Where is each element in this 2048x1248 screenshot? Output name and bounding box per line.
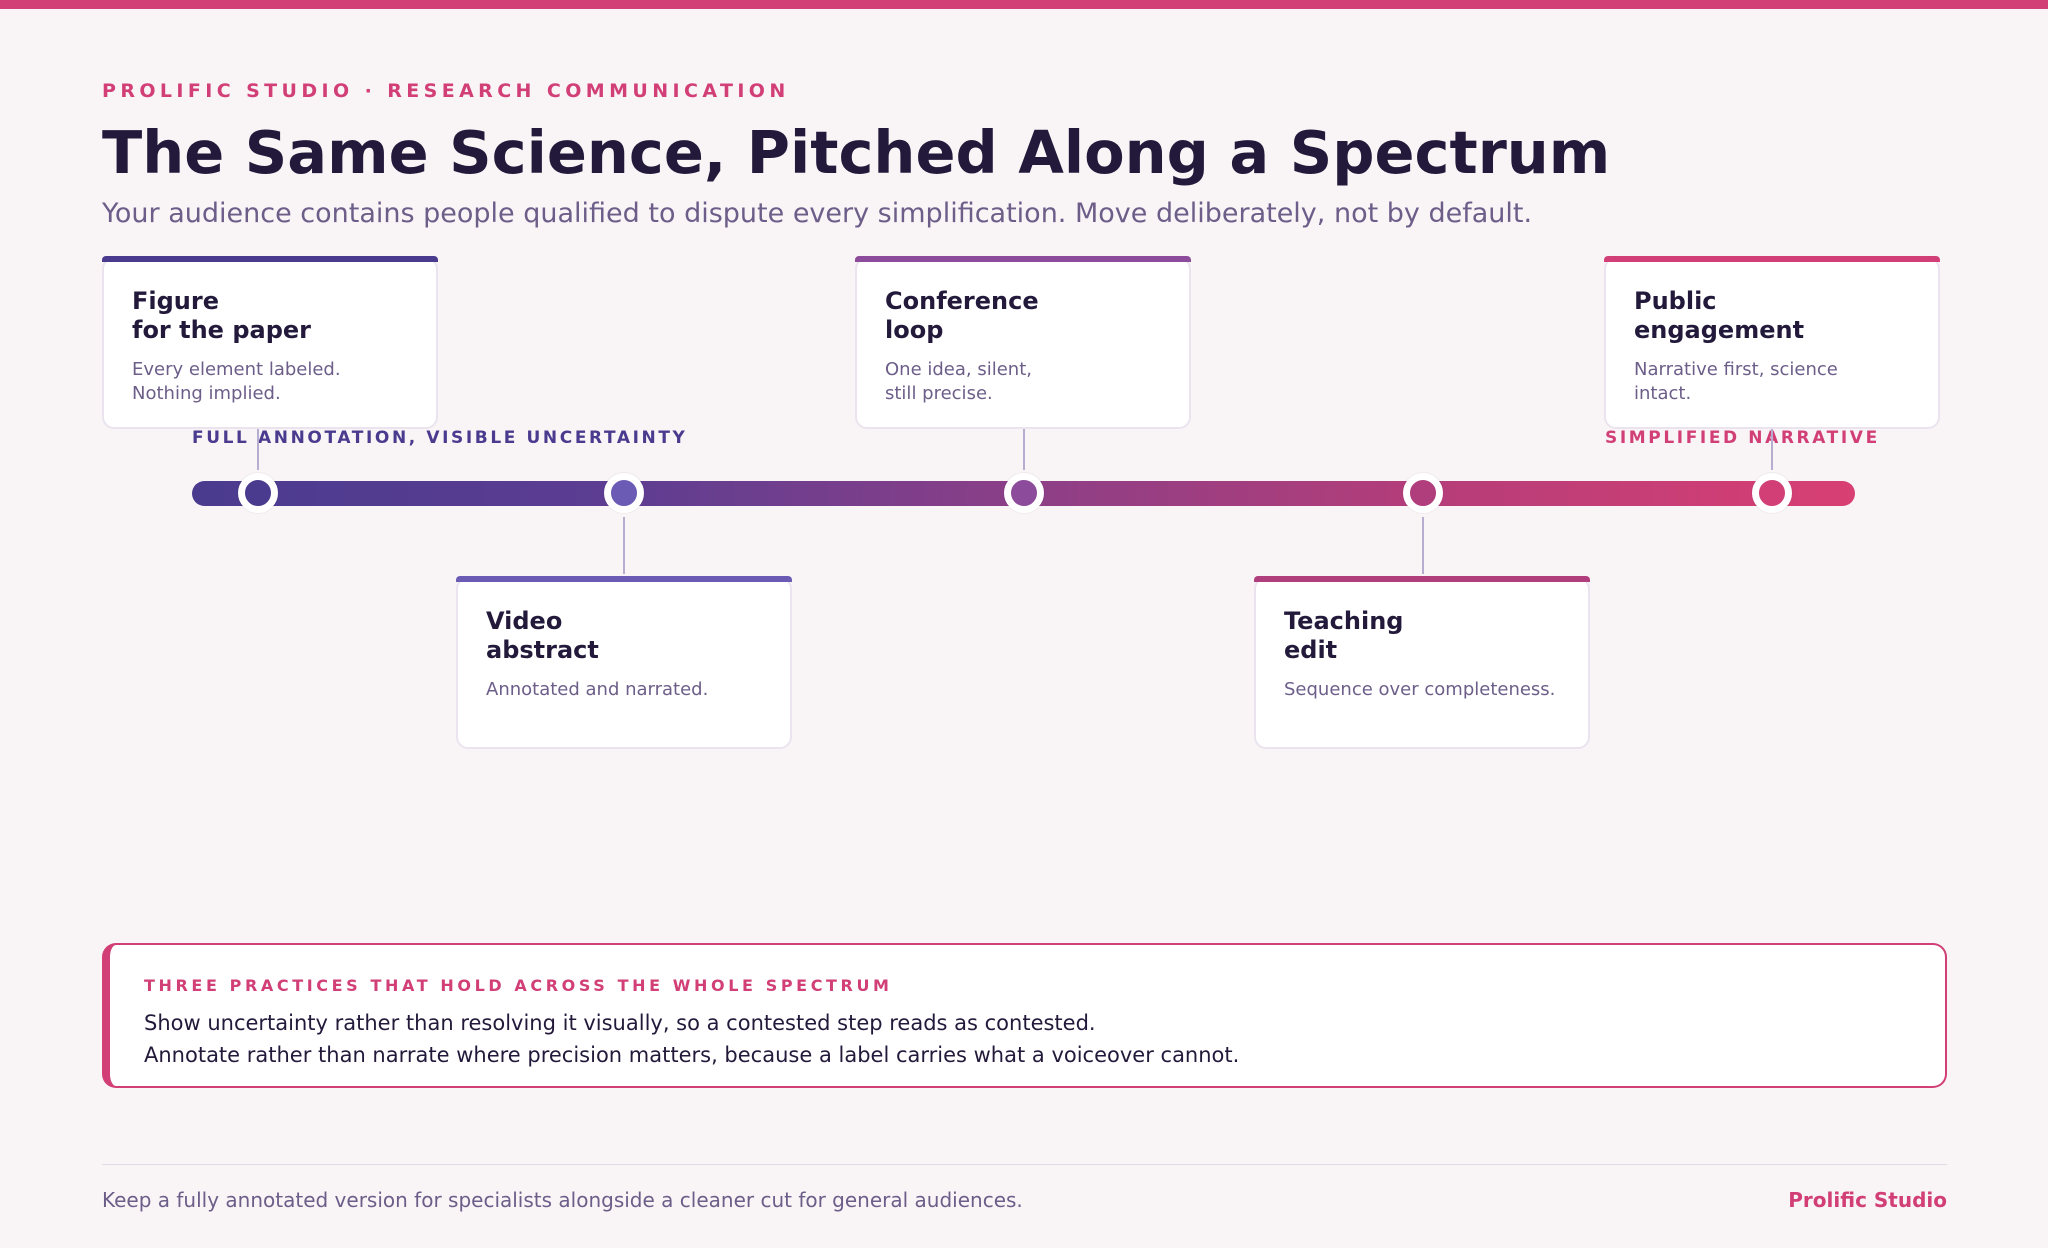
stage-description: Annotated and narrated. <box>486 679 709 700</box>
footer-brand: Prolific Studio <box>1788 1188 1947 1212</box>
stage-description: One idea, silent, still precise. <box>885 359 1032 404</box>
stage-node-public <box>1752 473 1792 513</box>
stage-node-video <box>604 473 644 513</box>
stage-description: Narrative first, science intact. <box>1634 359 1838 404</box>
spectrum-left-label: FULL ANNOTATION, VISIBLE UNCERTAINTY <box>192 428 688 448</box>
stage-description: Every element labeled. Nothing implied. <box>132 359 341 404</box>
practices-panel: THREE PRACTICES THAT HOLD ACROSS THE WHO… <box>102 943 1947 1088</box>
stage-connector <box>623 517 625 574</box>
stage-description: Sequence over completeness. <box>1284 679 1556 700</box>
stage-card-public: Public engagement Narrative first, scien… <box>1604 256 1940 429</box>
eyebrow-label: PROLIFIC STUDIO · RESEARCH COMMUNICATION <box>102 80 790 102</box>
footer-divider <box>102 1164 1947 1165</box>
stage-node-conference <box>1004 473 1044 513</box>
stage-connector <box>1771 428 1773 470</box>
stage-card-conference: Conference loop One idea, silent, still … <box>855 256 1191 429</box>
stage-connector <box>257 428 259 470</box>
stage-title: Video abstract <box>486 607 599 664</box>
stage-connector <box>1422 517 1424 574</box>
practice-item: Show uncertainty rather than resolving i… <box>144 1011 1096 1035</box>
stage-node-figure <box>238 473 278 513</box>
stage-title: Teaching edit <box>1284 607 1404 664</box>
top-accent-bar <box>0 0 2048 9</box>
practices-heading: THREE PRACTICES THAT HOLD ACROSS THE WHO… <box>144 976 893 995</box>
stage-title: Conference loop <box>885 287 1039 344</box>
stage-card-video: Video abstract Annotated and narrated. <box>456 576 792 749</box>
stage-connector <box>1023 428 1025 470</box>
practice-item: Annotate rather than narrate where preci… <box>144 1043 1240 1067</box>
stage-card-figure: Figure for the paper Every element label… <box>102 256 438 429</box>
spectrum-right-label: SIMPLIFIED NARRATIVE <box>1605 428 1880 448</box>
stage-card-teaching: Teaching edit Sequence over completeness… <box>1254 576 1590 749</box>
page-subtitle: Your audience contains people qualified … <box>102 198 1533 229</box>
page-title: The Same Science, Pitched Along a Spectr… <box>102 118 1611 187</box>
stage-title: Public engagement <box>1634 287 1805 344</box>
stage-title: Figure for the paper <box>132 287 311 344</box>
footer-note: Keep a fully annotated version for speci… <box>102 1188 1023 1212</box>
stage-node-teaching <box>1403 473 1443 513</box>
